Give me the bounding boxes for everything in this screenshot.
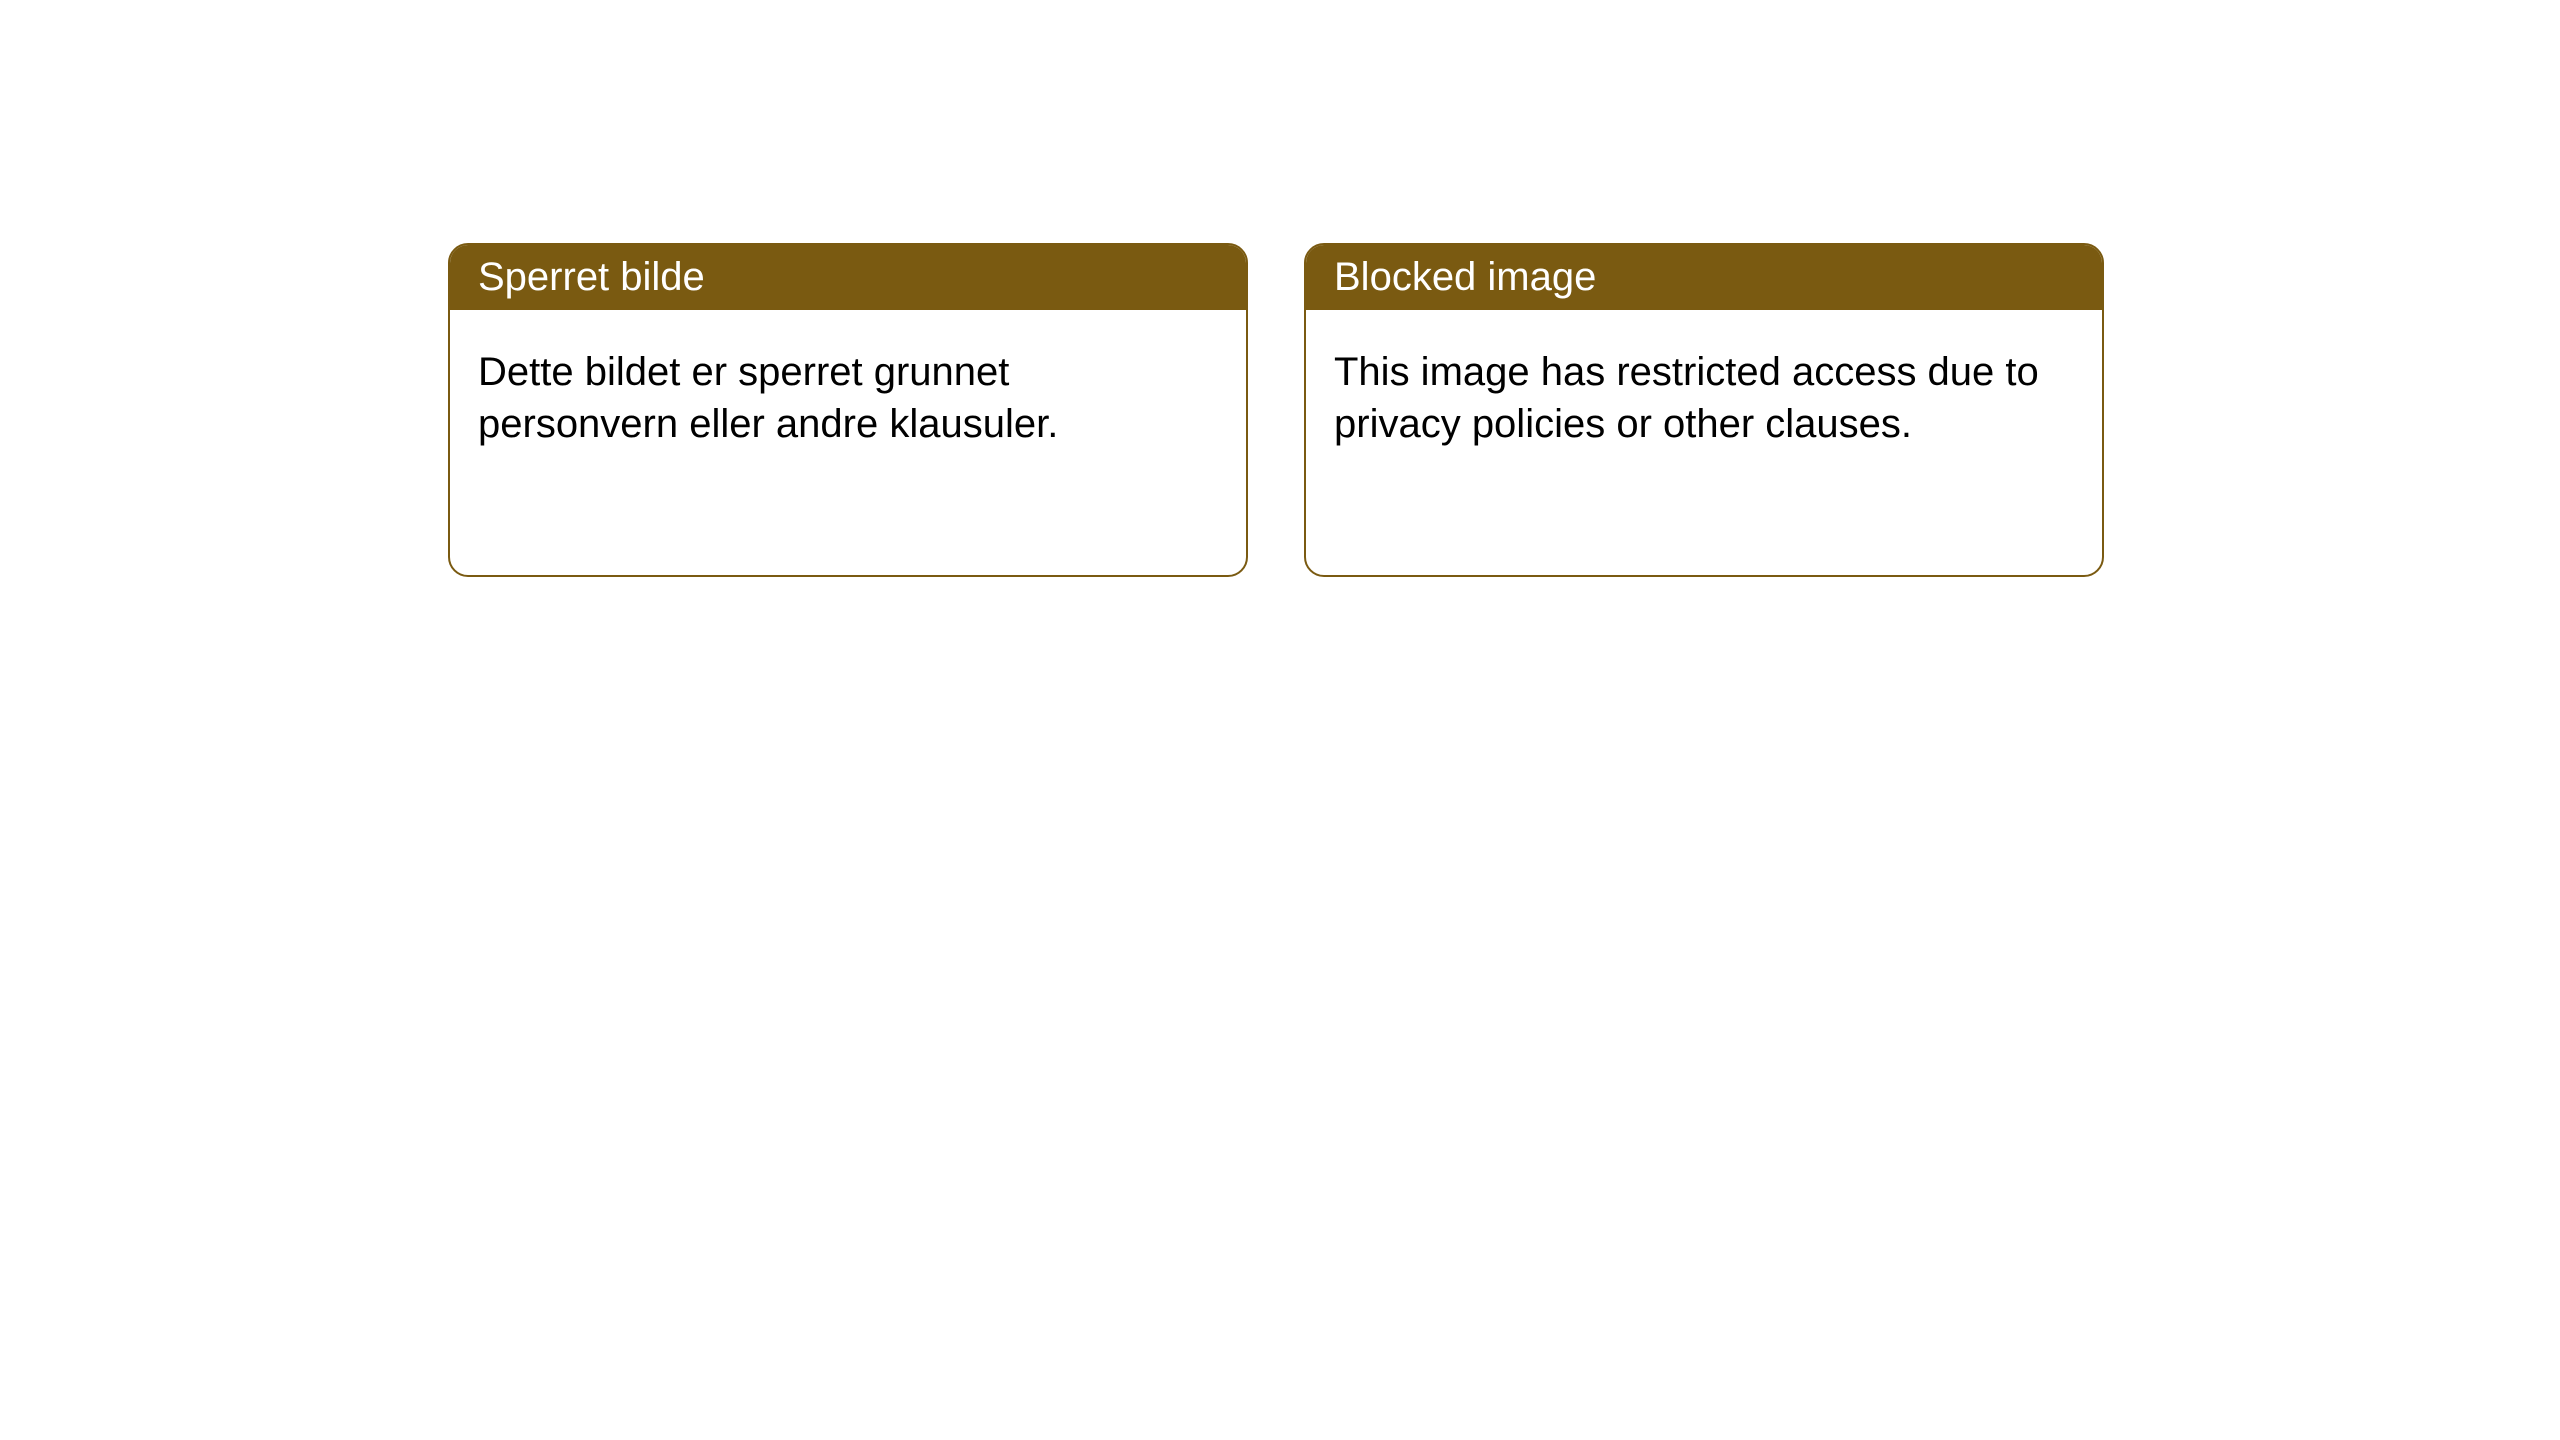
notice-card-english: Blocked image This image has restricted … xyxy=(1304,243,2104,577)
notice-title-norwegian: Sperret bilde xyxy=(478,255,705,299)
notice-body-norwegian: Dette bildet er sperret grunnet personve… xyxy=(450,310,1246,486)
notice-body-english: This image has restricted access due to … xyxy=(1306,310,2102,486)
notice-container: Sperret bilde Dette bildet er sperret gr… xyxy=(0,0,2560,577)
notice-card-norwegian: Sperret bilde Dette bildet er sperret gr… xyxy=(448,243,1248,577)
notice-header-norwegian: Sperret bilde xyxy=(450,245,1246,310)
notice-text-english: This image has restricted access due to … xyxy=(1334,350,2039,446)
notice-title-english: Blocked image xyxy=(1334,255,1596,299)
notice-header-english: Blocked image xyxy=(1306,245,2102,310)
notice-text-norwegian: Dette bildet er sperret grunnet personve… xyxy=(478,350,1058,446)
